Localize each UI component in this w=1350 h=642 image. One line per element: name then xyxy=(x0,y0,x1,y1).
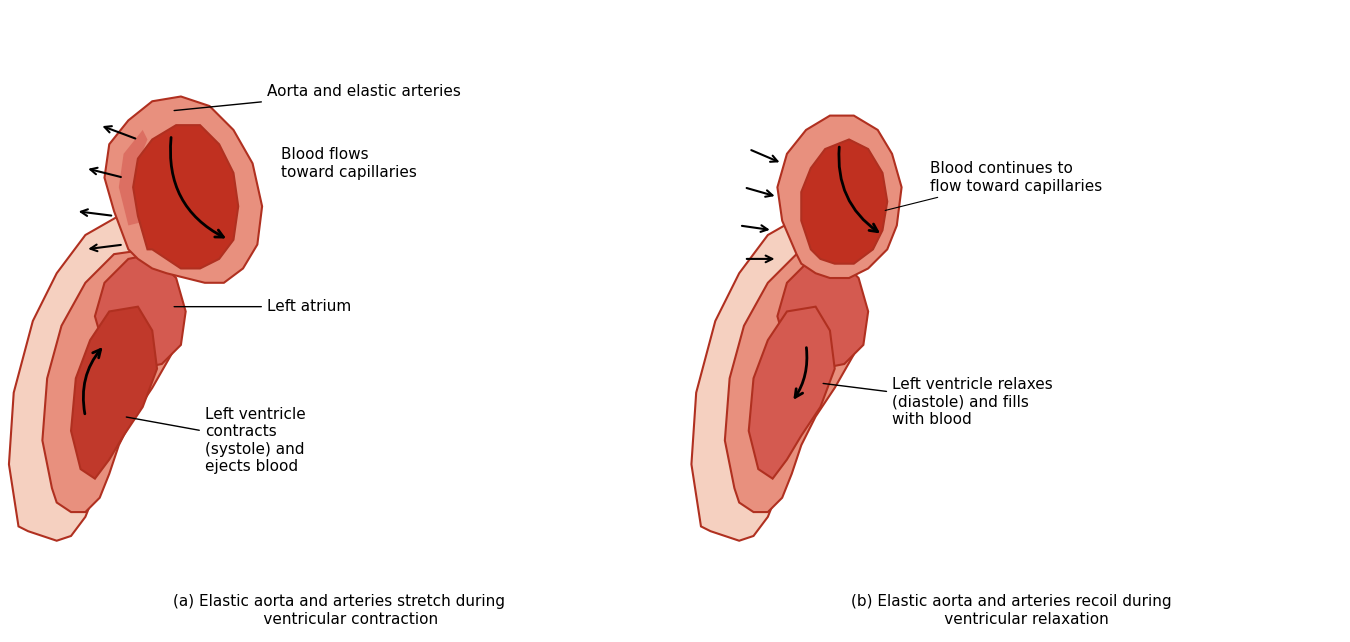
Text: Blood continues to
flow toward capillaries: Blood continues to flow toward capillari… xyxy=(886,162,1103,211)
Polygon shape xyxy=(749,307,834,479)
Polygon shape xyxy=(9,216,171,541)
Text: Left ventricle
contracts
(systole) and
ejects blood: Left ventricle contracts (systole) and e… xyxy=(127,407,305,474)
Polygon shape xyxy=(778,116,902,278)
Polygon shape xyxy=(691,216,853,541)
Text: Aorta and elastic arteries: Aorta and elastic arteries xyxy=(174,84,460,110)
Polygon shape xyxy=(802,139,887,264)
Polygon shape xyxy=(119,130,147,225)
Text: (b) Elastic aorta and arteries recoil during
      ventricular relaxation: (b) Elastic aorta and arteries recoil du… xyxy=(850,594,1172,627)
Text: Left ventricle relaxes
(diastole) and fills
with blood: Left ventricle relaxes (diastole) and fi… xyxy=(824,377,1053,427)
Polygon shape xyxy=(778,254,868,369)
Polygon shape xyxy=(134,125,238,268)
Polygon shape xyxy=(95,254,186,369)
Text: (a) Elastic aorta and arteries stretch during
     ventricular contraction: (a) Elastic aorta and arteries stretch d… xyxy=(173,594,505,627)
Text: Blood flows
toward capillaries: Blood flows toward capillaries xyxy=(281,147,417,180)
Polygon shape xyxy=(104,96,262,282)
Text: Left atrium: Left atrium xyxy=(174,299,351,314)
Polygon shape xyxy=(725,249,864,512)
Polygon shape xyxy=(42,249,181,512)
Polygon shape xyxy=(72,307,157,479)
